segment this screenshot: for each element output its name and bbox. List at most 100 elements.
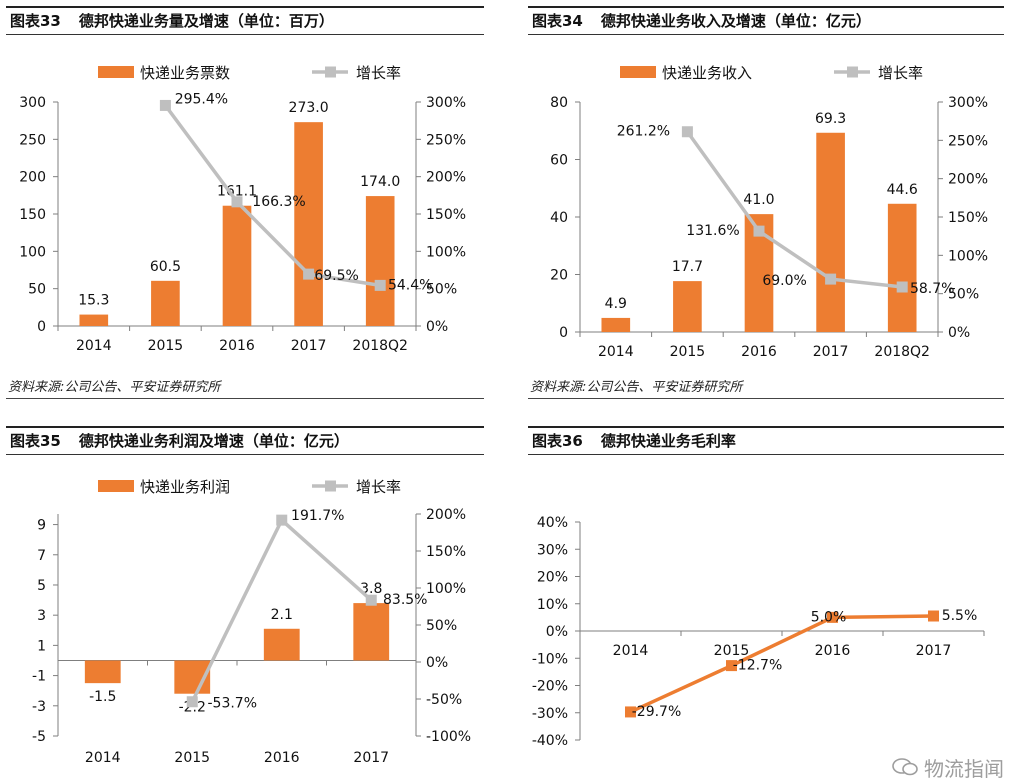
bar — [79, 314, 109, 326]
y-tick-label-left: 200 — [19, 170, 46, 186]
panel-title-35: 图表35 德邦快递业务利润及增速（单位：亿元） — [6, 426, 484, 455]
bar — [816, 132, 845, 332]
y-tick-label-left: -10% — [532, 651, 568, 667]
y-tick-label-left: 30% — [537, 542, 568, 558]
x-tick-label: 2014 — [598, 344, 634, 360]
bar — [601, 317, 631, 332]
chart-34: 0 20 40 60 80 0% 50% 100% 150% 200% 250% 300% 2014 20… — [550, 64, 988, 360]
line-data-label: -12.7% — [733, 658, 783, 674]
series-line — [629, 614, 934, 714]
bar — [294, 122, 323, 326]
line-point — [928, 610, 939, 622]
y-tick-label-left: 0 — [37, 319, 46, 335]
y-tick-label-right: 200% — [948, 172, 988, 188]
y-tick-label-left: 80 — [550, 95, 568, 111]
legend-line-label: 增长率 — [878, 64, 923, 82]
y-tick-label-left: 20 — [550, 268, 568, 284]
chart-33: 0 50 100 150 200 250 300 0% 50% 100% 150% 200% 250% 3… — [19, 64, 466, 354]
line-data-label: 166.3% — [252, 194, 305, 210]
y-tick-label-left: 0% — [546, 624, 568, 640]
line-point — [625, 706, 636, 718]
y-tick-label-left: 1 — [37, 638, 46, 654]
panel-number: 图表36 — [532, 432, 583, 450]
legend-bar-swatch — [620, 66, 656, 78]
y-tick-label-left: 10% — [537, 597, 568, 613]
line-data-label: 58.7% — [910, 281, 954, 297]
x-tick-label: 2017 — [353, 750, 389, 766]
line-data-label: -29.7% — [632, 704, 682, 720]
panel-number: 图表33 — [10, 12, 61, 30]
y-tick-label-right: -100% — [426, 729, 471, 745]
y-tick-label-right: 50% — [426, 618, 457, 634]
line-data-label: 191.7% — [291, 508, 344, 524]
y-tick-label-right: 100% — [426, 244, 466, 260]
y-tick-label-right: 150% — [948, 210, 988, 226]
x-tick-label: 2015 — [670, 344, 706, 360]
series-line — [685, 130, 903, 289]
y-tick-label-right: 200% — [426, 507, 466, 523]
line-point — [827, 611, 838, 623]
source-note-33: 资料来源:公司公告、平安证券研究所 — [6, 378, 484, 399]
y-tick-label-right: 250% — [948, 133, 988, 149]
x-tick-label: 2016 — [264, 750, 300, 766]
bar — [365, 196, 395, 326]
source-note-34: 资料来源:公司公告、平安证券研究所 — [528, 378, 1004, 399]
legend-bar-label: 快递业务票数 — [140, 64, 230, 82]
line-data-label: 69.5% — [314, 268, 358, 284]
y-tick-label-left: -5 — [32, 729, 46, 745]
panel-title-36: 图表36 德邦快递业务毛利率 — [528, 426, 1004, 455]
line-data-label: 131.6% — [686, 223, 739, 239]
bar-data-label: 41.0 — [743, 192, 774, 208]
y-tick-label-right: 250% — [426, 132, 466, 148]
y-tick-label-left: 20% — [537, 570, 568, 586]
chart-panel-36: 图表36 德邦快递业务毛利率 -40% -30% -20% -10% 0% 10% 20% 30… — [528, 426, 1004, 782]
y-tick-label-left: 40% — [537, 515, 568, 531]
wechat-icon — [892, 758, 918, 781]
chart-panel-34: 图表34 德邦快递业务收入及增速（单位：亿元） 0 20 40 60 80 0% 50% 100… — [528, 6, 1004, 402]
y-tick-label-left: 40 — [550, 210, 568, 226]
bar-data-label: 2.1 — [271, 607, 293, 623]
panel-title-text: 德邦快递业务利润及增速（单位：亿元） — [78, 432, 349, 450]
bar — [673, 281, 702, 332]
y-tick-label-right: 300% — [948, 95, 988, 111]
x-tick-label: 2016 — [815, 643, 851, 659]
y-tick-label-right: 0% — [948, 325, 970, 341]
watermark: 物流指闻 — [892, 753, 1004, 782]
legend-bar-label: 快递业务利润 — [140, 478, 230, 496]
line-data-label: 5.0% — [811, 609, 847, 625]
y-tick-label-left: 300 — [19, 95, 46, 111]
panel-title-text: 德邦快递业务毛利率 — [600, 432, 736, 450]
bar-data-label: 69.3 — [815, 111, 846, 127]
x-tick-label: 2018Q2 — [874, 344, 930, 360]
legend-line-label: 增长率 — [356, 64, 401, 82]
y-tick-label-right: 100% — [948, 248, 988, 264]
panel-title-33: 图表33 德邦快递业务量及增速（单位：百万） — [6, 6, 484, 35]
line-point — [303, 268, 315, 280]
bar — [151, 280, 180, 326]
line-point — [276, 514, 288, 526]
panel-number: 图表35 — [10, 432, 61, 450]
legend-bar-swatch — [98, 480, 134, 492]
bar-data-label: 60.5 — [150, 259, 181, 275]
chart-35: -5 -3 -1 1 3 5 7 9 -100% -50% 0% 50% 100% 150% 200% 201… — [32, 478, 471, 766]
line-data-label: 295.4% — [175, 91, 228, 107]
line-point — [365, 594, 377, 606]
line-data-label: 54.4% — [388, 277, 432, 293]
line-point — [159, 99, 171, 111]
y-tick-label-left: 250 — [19, 132, 46, 148]
chart-panel-35: 图表35 德邦快递业务利润及增速（单位：亿元） -5 -3 -1 1 3 5 7 9 -100% -… — [6, 426, 484, 782]
x-tick-label: 2017 — [916, 643, 952, 659]
y-tick-label-left: -40% — [532, 733, 568, 749]
line-data-label: 83.5% — [383, 592, 427, 608]
line-point — [186, 696, 198, 708]
bar-data-label: -1.5 — [89, 689, 116, 705]
bar-data-label: 17.7 — [672, 259, 703, 275]
y-tick-label-right: 150% — [426, 544, 466, 560]
bar-data-label: 4.9 — [605, 296, 627, 312]
bar — [263, 628, 300, 661]
panel-number: 图表34 — [532, 12, 583, 30]
line-data-label: 5.5% — [942, 608, 978, 624]
bar-data-label: -2.2 — [179, 700, 206, 716]
x-tick-label: 2015 — [714, 643, 750, 659]
y-tick-label-left: 150 — [19, 207, 46, 223]
